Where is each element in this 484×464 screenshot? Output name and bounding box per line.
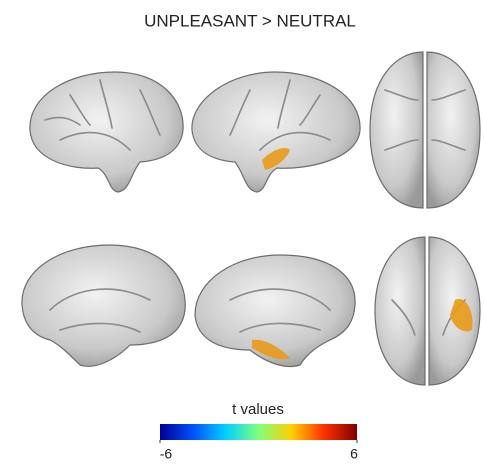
colorbar-tick-label: -6: [160, 446, 173, 462]
brain-medial-right: [195, 255, 355, 367]
brain-lateral-left: [30, 72, 183, 192]
brain-medial-left: [22, 245, 185, 366]
brain-ventral: [375, 237, 480, 385]
colorbar: [160, 424, 357, 440]
colorbar-label: t values: [232, 401, 284, 418]
brain-lateral-right: [192, 72, 360, 192]
colorbar-tick-label: 6: [350, 446, 358, 462]
figure-title: UNPLEASANT > NEUTRAL: [144, 11, 356, 30]
brain-dorsal: [370, 52, 480, 208]
figure: UNPLEASANT > NEUTRAL t values -6 6: [0, 0, 484, 464]
